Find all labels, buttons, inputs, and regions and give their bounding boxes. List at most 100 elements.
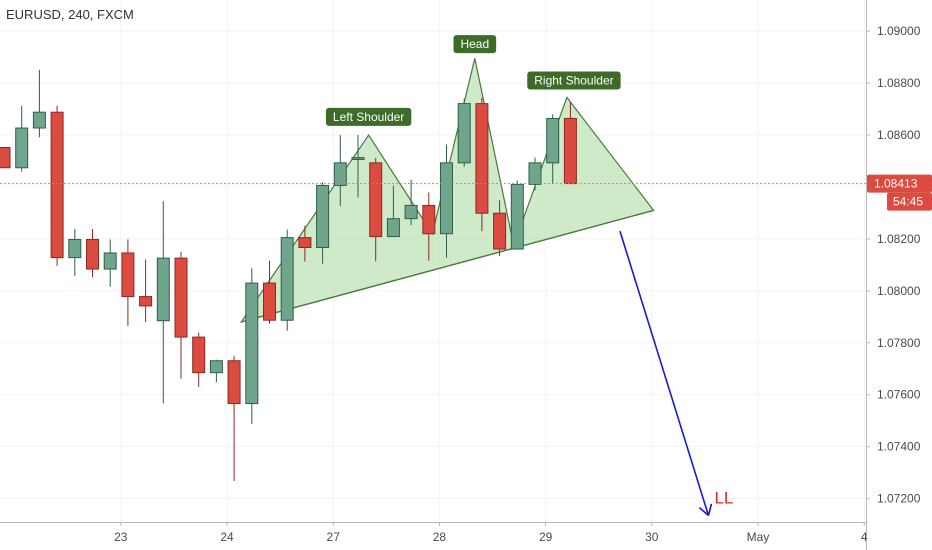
- candle-body: [440, 162, 453, 235]
- x-tick-label: 29: [539, 530, 553, 544]
- price-axis[interactable]: 1.090001.088001.086001.084001.082001.080…: [866, 24, 921, 506]
- candle-body: [280, 237, 294, 321]
- candle-up: [316, 182, 330, 264]
- candle-body: [298, 237, 312, 248]
- candle-body: [351, 157, 365, 160]
- candle-down: [50, 105, 64, 266]
- projection-arrowhead: [707, 503, 713, 516]
- annotation-box: [325, 107, 412, 126]
- candle-down: [174, 251, 188, 379]
- projection-line: [619, 230, 710, 516]
- annotation-text: Left Shoulder: [333, 110, 404, 124]
- candle-body: [510, 183, 524, 250]
- pattern-annotations: Left Shoulder Head Right Shoulder: [325, 35, 621, 126]
- symbol-title: EURUSD, 240, FXCM: [6, 7, 134, 22]
- x-tick-label: 27: [327, 530, 341, 544]
- candle-down: [0, 147, 11, 169]
- candle-body: [32, 111, 46, 129]
- candle-up: [510, 180, 524, 250]
- candle-body: [139, 296, 153, 307]
- candle-body: [245, 282, 259, 405]
- annotation-label: Left Shoulder: [325, 107, 412, 126]
- candle-body: [103, 252, 117, 270]
- candle-down: [263, 260, 276, 324]
- candle-up: [68, 229, 82, 276]
- annotation-box: [527, 71, 621, 90]
- candle-up: [440, 144, 453, 258]
- candle-up: [404, 179, 418, 226]
- candle-down: [369, 157, 383, 262]
- candle-body: [50, 111, 64, 259]
- candle-body: [333, 162, 347, 186]
- x-tick-label: May: [747, 530, 770, 544]
- candle-up: [333, 135, 347, 206]
- candle-down: [192, 332, 206, 387]
- x-tick-label: 30: [645, 530, 659, 544]
- candle-body: [192, 336, 206, 374]
- candle-down: [493, 200, 507, 257]
- candle-down: [298, 225, 312, 262]
- y-tick-label: 1.07800: [877, 336, 921, 350]
- y-tick-label: 1.07200: [877, 492, 921, 506]
- y-tick-label: 1.08200: [877, 232, 921, 246]
- candle-body: [0, 147, 11, 169]
- annotation-label: Head: [453, 35, 497, 54]
- candle-up: [156, 201, 170, 404]
- x-tick-label: 28: [433, 530, 447, 544]
- candle-body: [263, 282, 276, 321]
- time-axis[interactable]: 23 24 27 28 29 30 May 4: [114, 522, 868, 544]
- y-tick-label: 1.09000: [877, 24, 921, 38]
- annotation-label: Right Shoulder: [527, 71, 621, 90]
- candle-body: [457, 103, 471, 164]
- candle-up: [103, 239, 117, 287]
- candle-up: [457, 98, 471, 167]
- candle-up: [386, 185, 400, 238]
- candle-body: [404, 204, 418, 220]
- candle-body: [386, 218, 400, 238]
- candle-down: [563, 102, 577, 185]
- last-price-badge: 1.08413: [867, 174, 932, 193]
- candle-body: [121, 252, 135, 298]
- annotation-text: Right Shoulder: [534, 74, 613, 88]
- y-tick-label: 1.08600: [877, 128, 921, 142]
- projection-arrowhead: [698, 507, 709, 517]
- candle-body: [209, 360, 223, 374]
- candle-up: [32, 69, 46, 138]
- candle-up: [15, 105, 29, 172]
- candle-body: [15, 127, 29, 169]
- y-tick-label: 1.08000: [877, 284, 921, 298]
- candle-body: [369, 162, 383, 238]
- candle-body: [86, 238, 99, 270]
- candle-down: [475, 97, 489, 232]
- candle-body: [563, 117, 577, 185]
- candle-up: [528, 157, 542, 191]
- x-tick-label: 24: [220, 530, 234, 544]
- vertical-gridlines: [120, 0, 865, 522]
- candle-down: [139, 259, 153, 323]
- candlestick-series: [0, 69, 577, 481]
- candle-up: [351, 135, 365, 198]
- candle-body: [156, 257, 170, 322]
- y-tick-label: 1.07400: [877, 440, 921, 454]
- annotation-box: [453, 35, 497, 54]
- candle-body: [174, 257, 188, 338]
- candle-up: [209, 359, 223, 383]
- candle-body: [227, 360, 241, 405]
- y-tick-label: 1.08800: [877, 76, 921, 90]
- countdown-badge: 54:45: [887, 192, 932, 211]
- lower-low-label: LL: [714, 489, 733, 508]
- candle-body: [546, 117, 560, 164]
- candle-down: [86, 229, 99, 278]
- x-tick-label: 23: [114, 530, 128, 544]
- projection-arrow: LL: [619, 230, 733, 517]
- candle-body: [493, 212, 507, 250]
- y-tick-label: 1.07600: [877, 388, 921, 402]
- candle-down: [422, 192, 436, 261]
- candle-body: [528, 162, 542, 185]
- bar-countdown: 54:45: [893, 195, 923, 209]
- candle-body: [316, 184, 330, 248]
- candle-up: [280, 229, 294, 331]
- last-price-value: 1.08413: [874, 177, 918, 191]
- candle-body: [68, 238, 82, 259]
